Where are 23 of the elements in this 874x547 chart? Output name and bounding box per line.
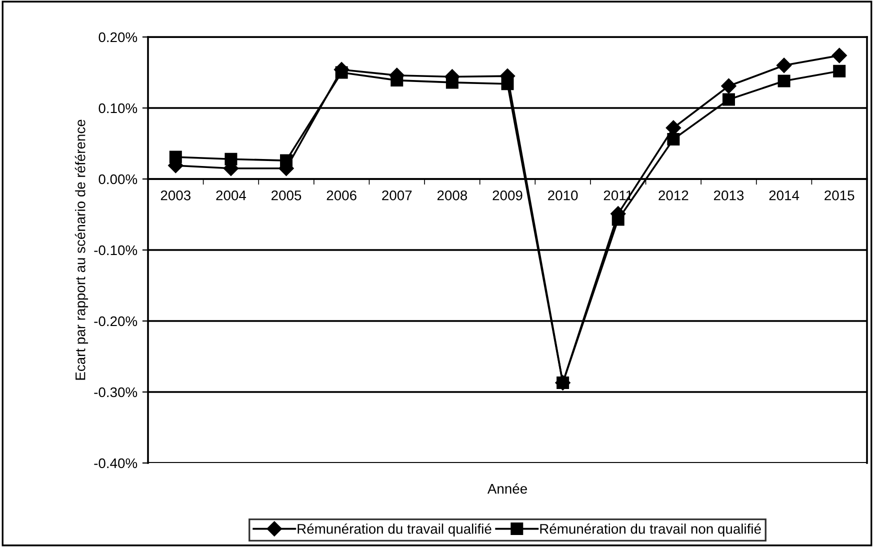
y-tick-label: 0.20% bbox=[98, 32, 138, 42]
x-tick-label: 2007 bbox=[382, 190, 412, 200]
x-tick-label: 2006 bbox=[326, 190, 356, 200]
x-tick-label: 2013 bbox=[714, 190, 744, 200]
x-tick-label: 2012 bbox=[658, 190, 688, 200]
x-tick-label: 2009 bbox=[492, 190, 522, 200]
y-tick-label: 0.00% bbox=[98, 174, 138, 184]
y-axis-title: Ecart par rapport au scénario de référence bbox=[74, 120, 88, 380]
y-tick-label: -0.30% bbox=[94, 387, 138, 398]
y-tick-label: -0.20% bbox=[94, 316, 138, 326]
x-tick-label: 2004 bbox=[216, 190, 246, 200]
legend-label: Rémunération du travail non qualifié bbox=[540, 523, 761, 537]
x-tick-label: 2014 bbox=[769, 190, 800, 200]
x-tick-label: 2003 bbox=[160, 190, 190, 200]
x-tick-label: 2005 bbox=[272, 190, 302, 200]
y-tick-label: -0.40% bbox=[94, 458, 138, 468]
x-tick-label: 2008 bbox=[437, 190, 468, 200]
x-axis-title: Année bbox=[487, 483, 527, 494]
y-tick-label: 0.10% bbox=[98, 103, 138, 114]
y-tick-label: -0.10% bbox=[94, 245, 138, 256]
x-tick-label: 2015 bbox=[824, 190, 854, 200]
x-tick-label: 2010 bbox=[548, 190, 578, 200]
legend-label: Rémunération du travail qualifié bbox=[298, 523, 492, 537]
